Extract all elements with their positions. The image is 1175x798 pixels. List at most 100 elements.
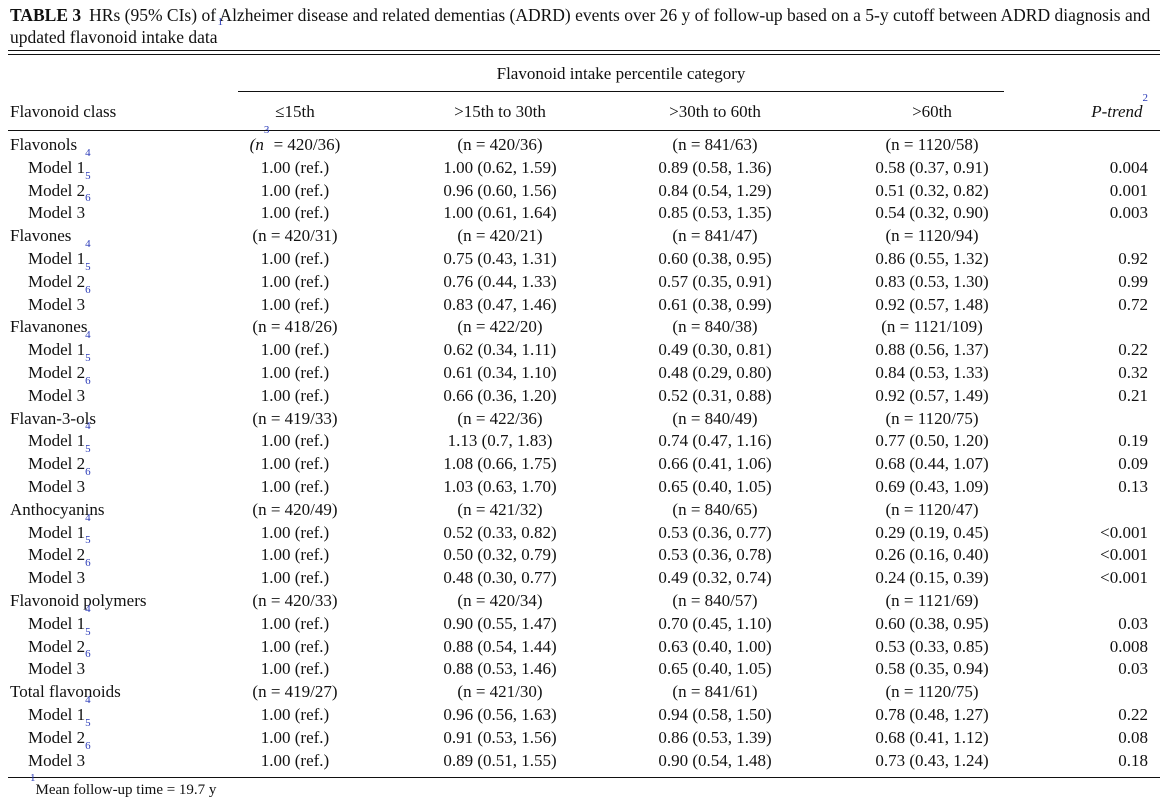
footnote-marker: 1	[30, 772, 36, 784]
model-label: Model 25	[28, 626, 91, 658]
group-row: Flavonoid polymers (n = 420/33) (n = 420/3…	[0, 590, 1175, 613]
model-footnote-marker: 6	[85, 283, 91, 296]
table-body: Flavonols (n3 = 420/36) (n = 420/36) (n = 8…	[0, 125, 1175, 773]
hr-value-p4: 0.73 (0.43, 1.24)	[875, 750, 989, 770]
model-row: Model 36 1.00 (ref.) 0.88 (0.53, 1.46) 0.65…	[0, 649, 1175, 681]
model-label: Model 36	[28, 649, 91, 680]
hr-value-p2: 0.83 (0.47, 1.46)	[443, 294, 557, 314]
footnote-text: Mean follow-up time = 19.7 y	[35, 782, 217, 798]
n-count-p2: (n = 421/32)	[457, 499, 543, 519]
model-label: Model 14	[28, 421, 91, 452]
hr-value-p3: 0.85 (0.53, 1.35)	[658, 203, 772, 223]
model-footnote-marker: 4	[85, 511, 91, 524]
n-count-p2: (n = 420/34)	[457, 590, 543, 610]
header-p2: >15th to 30th	[454, 102, 546, 121]
hr-value-p4: 0.68 (0.44, 1.07)	[875, 454, 989, 474]
n-count-p1: (n = 419/33)	[252, 408, 338, 428]
model-label-text: Model 2	[28, 727, 86, 747]
hr-value-p1: 1.00 (ref.)	[260, 362, 330, 382]
group-header-rule	[238, 91, 1004, 92]
model-row: Model 14 1.00 (ref.) 1.00 (0.62, 1.59) 0.89…	[0, 147, 1175, 180]
hr-value-p3: 0.63 (0.40, 1.00)	[658, 636, 772, 656]
model-footnote-marker: 4	[85, 602, 91, 615]
hr-value-p4: 0.92 (0.57, 1.48)	[875, 294, 989, 314]
hr-value-p3: 0.49 (0.32, 0.74)	[658, 568, 772, 588]
column-header-row: Flavonoid class ≤15th >15th to 30th >30t…	[0, 93, 1175, 124]
p-trend-value: 0.004	[1109, 157, 1148, 177]
model-label: Model 25	[28, 535, 91, 566]
hr-value-p3: 0.49 (0.30, 0.81)	[658, 340, 772, 360]
hr-value-p2: 0.88 (0.54, 1.44)	[443, 636, 557, 656]
header-ptrend: P-trend2	[1091, 93, 1148, 122]
model-label: Model 36	[28, 558, 91, 589]
model-label: Model 14	[28, 147, 91, 179]
model-row: Model 36 1.00 (ref.) 0.89 (0.51, 1.55) 0.90…	[0, 740, 1175, 773]
p-trend-value: 0.99	[1118, 271, 1148, 291]
p-trend-value: 0.13	[1118, 476, 1148, 496]
n-footnote-marker: 3	[263, 124, 270, 136]
top-rule	[8, 50, 1160, 51]
hr-value-p2: 0.66 (0.36, 1.20)	[443, 385, 557, 405]
hr-value-p2: 0.89 (0.51, 1.55)	[443, 750, 557, 770]
hr-value-p3: 0.61 (0.38, 0.99)	[658, 294, 772, 314]
model-label: Model 14	[28, 694, 91, 726]
model-label: Model 25	[28, 261, 91, 293]
hr-value-p4: 0.51 (0.32, 0.82)	[875, 180, 989, 200]
hr-value-p3: 0.48 (0.29, 0.80)	[658, 362, 772, 382]
model-label: Model 36	[28, 193, 91, 224]
hr-value-p4: 0.54 (0.32, 0.90)	[875, 203, 989, 223]
model-label-text: Model 3	[28, 203, 86, 223]
header-flavonoid-class: Flavonoid class	[10, 102, 117, 121]
model-row: Model 14 1.00 (ref.) 1.13 (0.7, 1.83) 0.74 …	[0, 421, 1175, 453]
header-rule	[8, 130, 1160, 131]
p-trend-value: <0.001	[1100, 545, 1148, 565]
model-label-text: Model 1	[28, 522, 86, 542]
group-row: Flavonols (n3 = 420/36) (n = 420/36) (n = 8…	[0, 125, 1175, 157]
hr-value-p1: 1.00 (ref.)	[260, 340, 330, 360]
p-trend-value: 0.03	[1118, 613, 1148, 633]
model-label: Model 25	[28, 170, 91, 202]
table-label: TABLE 3	[10, 5, 82, 25]
model-footnote-marker: 4	[85, 329, 91, 342]
model-label: Model 14	[28, 512, 91, 544]
hr-value-p4: 0.84 (0.53, 1.33)	[875, 362, 989, 382]
hr-value-p1: 1.00 (ref.)	[260, 636, 330, 656]
model-label: Model 25	[28, 352, 91, 384]
hr-value-p4: 0.83 (0.53, 1.30)	[875, 271, 989, 291]
hr-value-p1: 1.00 (ref.)	[260, 157, 330, 177]
hr-value-p2: 0.48 (0.30, 0.77)	[443, 568, 557, 588]
n-count-p3: (n = 840/38)	[672, 317, 758, 337]
bottom-rule	[8, 777, 1160, 778]
model-footnote-marker: 5	[85, 351, 91, 364]
model-label: Model 14	[28, 330, 91, 361]
model-row: Model 14 1.00 (ref.) 0.90 (0.55, 1.47) 0.70…	[0, 603, 1175, 636]
p-trend-value: 0.08	[1118, 727, 1148, 747]
model-label-text: Model 3	[28, 750, 86, 770]
hr-value-p3: 0.52 (0.31, 0.88)	[658, 385, 772, 405]
model-footnote-marker: 6	[85, 192, 91, 205]
n-count-p2: (n = 422/36)	[457, 408, 543, 428]
model-label: Model 36	[28, 466, 91, 498]
hr-value-p1: 1.00 (ref.)	[260, 568, 330, 588]
p-trend-value: 0.21	[1118, 385, 1148, 405]
model-footnote-marker: 5	[85, 443, 91, 456]
model-footnote-marker: 5	[85, 169, 91, 182]
hr-value-p3: 0.53 (0.36, 0.78)	[658, 545, 772, 565]
hr-value-p1: 1.00 (ref.)	[260, 545, 330, 565]
n-count-p3: (n = 841/63)	[672, 135, 758, 154]
n-count-p3: (n = 840/49)	[672, 408, 758, 428]
n-count-p4: (n = 1120/47)	[885, 499, 979, 519]
hr-value-p4: 0.53 (0.33, 0.85)	[875, 636, 989, 656]
hr-value-p4: 0.26 (0.16, 0.40)	[875, 545, 989, 565]
group-row: Flavones (n = 420/31) (n = 420/21) (n = 841…	[0, 225, 1175, 248]
model-row: Model 25 1.00 (ref.) 1.08 (0.66, 1.75) 0.66…	[0, 444, 1175, 476]
p-trend-value: 0.19	[1118, 431, 1148, 451]
hr-value-p3: 0.86 (0.53, 1.39)	[658, 727, 772, 747]
model-footnote-marker: 5	[85, 625, 91, 638]
hr-value-p1: 1.00 (ref.)	[260, 294, 330, 314]
model-footnote-marker: 4	[85, 420, 91, 433]
n-count-p2: (n = 420/21)	[457, 226, 543, 246]
model-label-text: Model 2	[28, 180, 86, 200]
group-row: Flavan-3-ols (n = 419/33) (n = 422/36) (n =…	[0, 408, 1175, 431]
model-label-text: Model 3	[28, 476, 86, 496]
